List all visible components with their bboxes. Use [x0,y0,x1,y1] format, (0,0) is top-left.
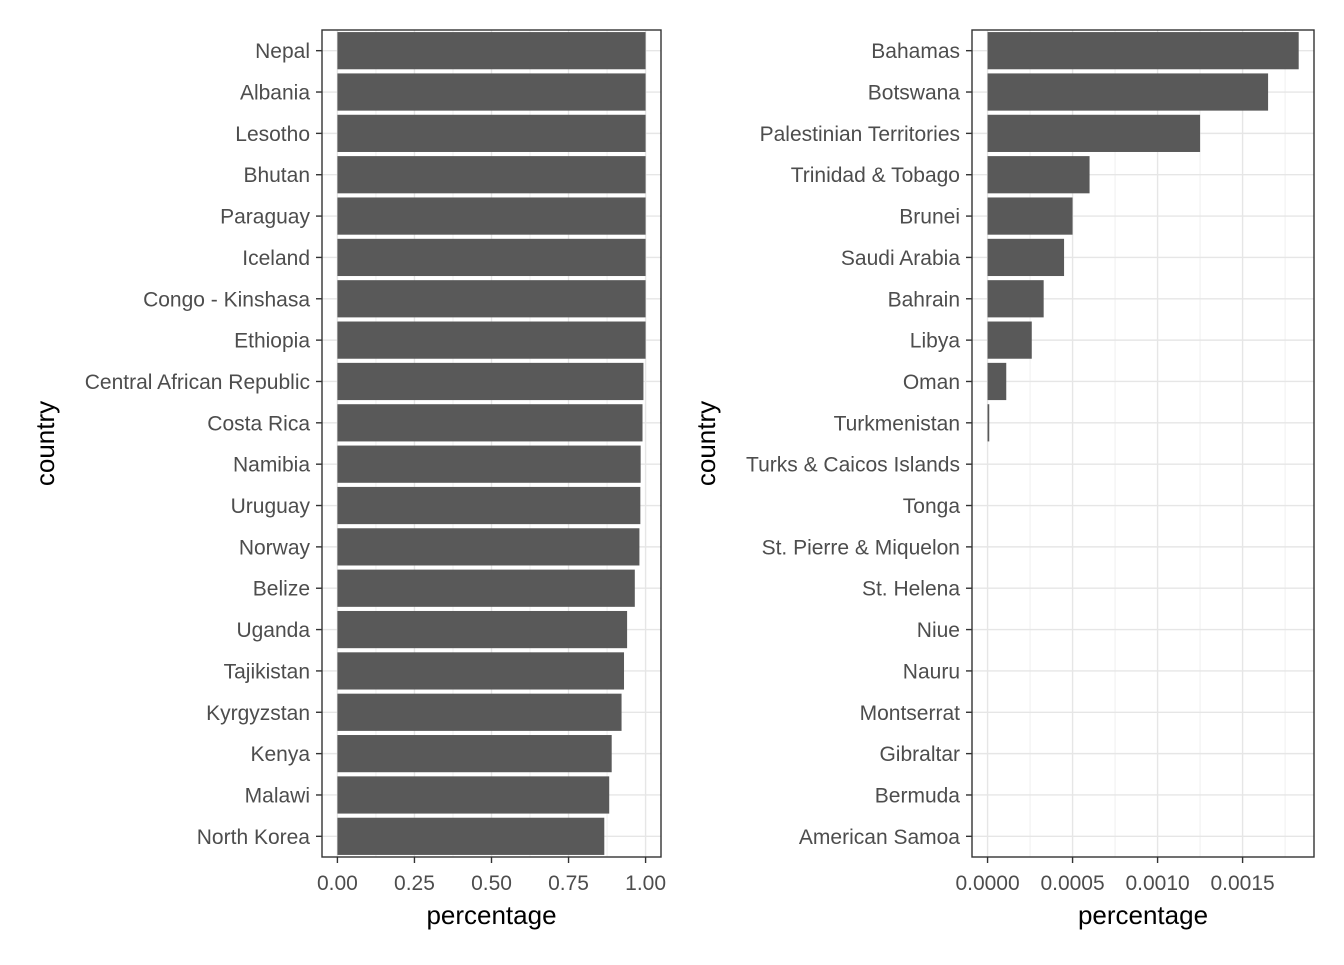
y-tick-label: Tajikistan [224,660,310,683]
bar [337,280,646,318]
y-tick-label: Ethiopia [234,330,310,353]
y-tick-label: Bermuda [875,784,961,807]
x-tick-label: 0.50 [471,872,512,895]
bar [337,404,643,442]
bar [337,156,646,194]
bar [337,569,635,607]
bar [337,817,605,855]
y-tick-label: Congo - Kinshasa [143,288,310,311]
y-tick-label: Iceland [242,247,310,270]
bar [987,321,1032,359]
y-tick-label: Nauru [903,660,960,683]
y-tick-label: Albania [240,82,310,105]
bar [987,197,1073,235]
bar [987,156,1090,194]
bar [337,610,628,649]
chart-panel-right: Bahamas Botswana Palestinian Territories Tr… [691,29,1315,930]
x-axis-title: percentage [1078,900,1208,930]
chart-panel-left: Nepal Albania Lesotho Bhutan Paraguay Iceland… [30,29,666,930]
bar [987,362,1007,401]
bar [337,32,646,70]
y-tick-label: Lesotho [235,123,310,146]
bar [337,776,610,814]
panel-background [972,30,1314,857]
x-tick-label: 0.00 [317,872,358,895]
y-tick-label: North Korea [197,826,311,849]
bar [337,486,641,525]
x-tick-label: 0.0010 [1125,872,1189,895]
x-tick-label: 0.0015 [1210,872,1274,895]
bar [337,528,640,566]
bar [337,445,641,483]
bar [987,32,1299,70]
y-tick-label: Nepal [255,40,310,63]
y-tick-label: Gibraltar [879,743,960,766]
y-tick-label: Montserrat [860,702,961,725]
x-tick-label: 0.0005 [1040,872,1104,895]
y-axis-title: country [30,401,60,486]
y-axis-title: country [691,401,721,486]
bar [337,735,612,773]
y-tick-label: Turkmenistan [834,412,960,435]
x-tick-label: 0.25 [394,872,435,895]
bar [987,404,990,442]
y-tick-label: Trinidad & Tobago [791,164,960,187]
y-tick-label: Turks & Caicos Islands [746,454,960,477]
y-tick-label: Namibia [233,454,310,477]
x-tick-label: 1.00 [625,872,666,895]
y-tick-label: St. Pierre & Miquelon [762,536,960,559]
y-tick-label: Costa Rica [207,412,310,435]
y-tick-label: Kenya [250,743,310,766]
y-tick-label: St. Helena [862,578,960,601]
bar [337,321,646,359]
y-tick-label: Bahamas [871,40,960,63]
y-tick-label: Central African Republic [85,371,310,394]
y-tick-label: Tonga [903,495,961,518]
x-tick-label: 0.75 [548,872,589,895]
y-tick-label: American Samoa [799,826,960,849]
y-tick-label: Malawi [245,784,310,807]
bar [337,114,646,152]
y-tick-label: Belize [253,578,310,601]
y-tick-label: Norway [239,536,311,559]
bar [987,114,1201,152]
y-tick-label: Bahrain [888,288,960,311]
y-tick-label: Oman [903,371,960,394]
y-tick-label: Botswana [868,82,961,105]
bar [987,280,1044,318]
bar [337,238,646,277]
y-tick-label: Uganda [236,619,310,642]
bar [987,73,1269,111]
y-tick-label: Brunei [899,206,960,229]
bar [987,238,1065,277]
y-tick-label: Uruguay [231,495,311,518]
panel-border [971,29,1315,858]
y-tick-label: Libya [910,330,961,353]
y-tick-label: Paraguay [220,206,310,229]
bar [337,652,625,690]
x-axis-title: percentage [426,900,556,930]
bar [337,693,622,731]
bar [337,362,644,401]
y-tick-label: Palestinian Territories [760,123,960,146]
x-tick-label: 0.0000 [955,872,1019,895]
y-tick-label: Saudi Arabia [841,247,960,270]
y-tick-label: Bhutan [243,164,310,187]
y-tick-label: Kyrgyzstan [206,702,310,725]
y-tick-label: Niue [917,619,960,642]
bar [337,73,646,111]
bar [337,197,646,235]
